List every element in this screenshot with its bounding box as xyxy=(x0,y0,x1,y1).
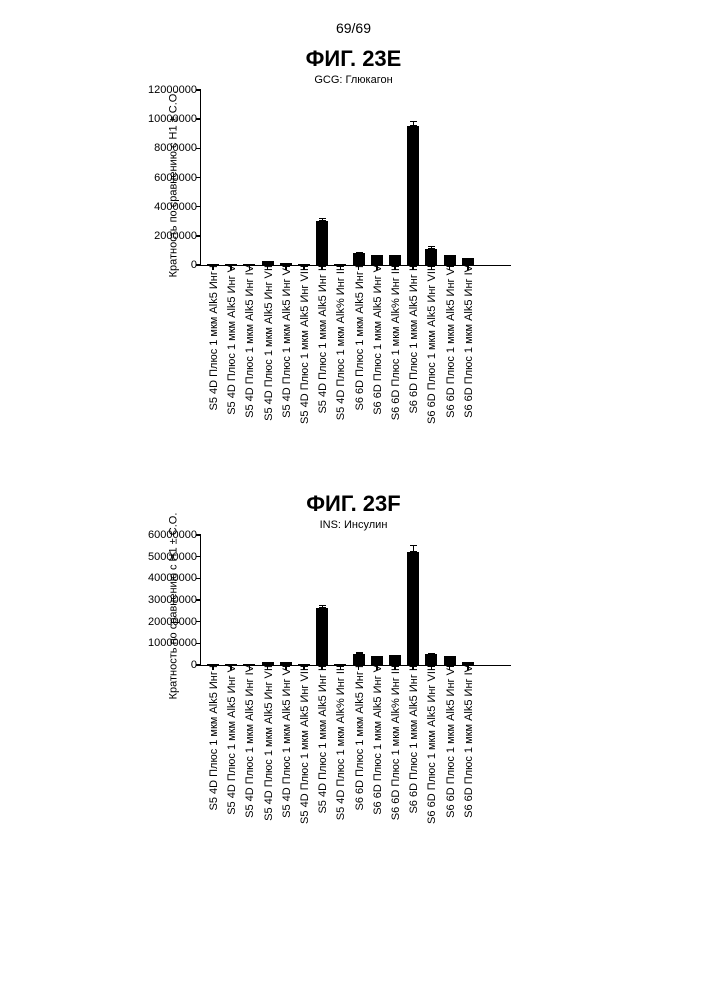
ytick-label: 0 xyxy=(191,259,201,271)
xtick-label: S6 6D Плюс 1 мкм Alk5 Инг VIII xyxy=(424,265,438,424)
xtick-label: S5 4D Плюс 1 мкм Alk5 Инг I xyxy=(206,665,220,811)
error-bar xyxy=(413,121,414,127)
xtick-label: S6 6D Плюс 1 мкм Alk5 Инг I xyxy=(352,665,366,811)
xtick-label: S5 4D Плюс 1 мкм Alk5 Инг VII xyxy=(261,665,275,821)
chart-e-plot: 0200000040000006000000800000010000000120… xyxy=(200,90,511,266)
chart-f-block: ФИГ. 23F INS: Инсулин Кратность по сравн… xyxy=(0,491,707,666)
ytick-label: 6000000 xyxy=(154,172,201,184)
xtick-label: S5 4D Плюс 1 мкм Alk5 Инг I xyxy=(206,265,220,411)
page-number: 69/69 xyxy=(0,0,707,36)
ytick-label: 10000000 xyxy=(148,113,201,125)
xtick-label: S6 6D Плюс 1 мкм Alk5 Инг V xyxy=(370,665,384,815)
bar xyxy=(444,255,456,265)
bar xyxy=(353,654,365,665)
bar xyxy=(389,255,401,265)
xtick-label: S6 6D Плюс 1 мкм Alk5 Инг IV xyxy=(461,265,475,418)
xtick-label: S5 4D Плюс 1 мкм Alk5 Инг VIII xyxy=(297,665,311,824)
xtick-label: S6 6D Плюс 1 мкм Alk5 Инг I xyxy=(352,265,366,411)
xtick-label: S6 6D Плюс 1 мкм Alk5 Инг II xyxy=(406,265,420,414)
chart-e-subtitle: GCG: Глюкагон xyxy=(0,74,707,86)
xtick-label: S5 4D Плюс 1 мкм Alk% Инг III xyxy=(333,265,347,420)
xtick-label: S5 4D Плюс 1 мкм Alk5 Инг VIII xyxy=(297,265,311,424)
xtick-label: S5 4D Плюс 1 мкм Alk5 Инг II xyxy=(315,665,329,814)
xtick-label: S5 4D Плюс 1 мкм Alk5 Инг IV xyxy=(242,665,256,818)
bar xyxy=(425,249,437,265)
ytick-label: 12000000 xyxy=(148,84,201,96)
error-bar xyxy=(431,246,432,249)
xtick-label: S5 4D Плюс 1 мкм Alk5 Инг VI xyxy=(279,665,293,818)
bar xyxy=(444,656,456,665)
ytick-label: 20000000 xyxy=(148,616,201,628)
error-bar xyxy=(322,218,323,221)
error-bar xyxy=(359,252,360,253)
xtick-label: S5 4D Плюс 1 мкм Alk5 Инг II xyxy=(315,265,329,414)
ytick-label: 4000000 xyxy=(154,201,201,213)
ytick-label: 10000000 xyxy=(148,637,201,649)
bar xyxy=(371,255,383,265)
bar xyxy=(407,552,419,665)
xtick-label: S5 4D Плюс 1 мкм Alk5 Инг IV xyxy=(242,265,256,418)
chart-e-container: Кратность по сравнению с H1 ± С.О. 02000… xyxy=(200,90,707,266)
bar xyxy=(425,654,437,665)
ytick-label: 30000000 xyxy=(148,594,201,606)
chart-e-block: ФИГ. 23E GCG: Глюкагон Кратность по срав… xyxy=(0,46,707,266)
chart-f-container: Кратность по сравнению с H1 ± С.О. 01000… xyxy=(200,535,707,666)
bar xyxy=(407,126,419,265)
ytick-label: 50000000 xyxy=(148,551,201,563)
xtick-label: S5 4D Плюс 1 мкм Alk5 Инг V xyxy=(224,665,238,815)
ytick-label: 8000000 xyxy=(154,142,201,154)
xtick-label: S6 6D Плюс 1 мкм Alk% Инг III xyxy=(388,265,402,420)
xtick-label: S6 6D Плюс 1 мкм Alk5 Инг VI xyxy=(443,265,457,418)
ytick-label: 40000000 xyxy=(148,572,201,584)
xtick-label: S5 4D Плюс 1 мкм Alk% Инг III xyxy=(333,665,347,820)
error-bar xyxy=(322,605,323,607)
chart-f-subtitle: INS: Инсулин xyxy=(0,519,707,531)
xtick-label: S6 6D Плюс 1 мкм Alk5 Инг V xyxy=(370,265,384,415)
chart-e-title: ФИГ. 23E xyxy=(0,46,707,72)
error-bar xyxy=(431,653,432,654)
xtick-label: S6 6D Плюс 1 мкм Alk% Инг III xyxy=(388,665,402,820)
bar xyxy=(371,656,383,665)
xtick-label: S6 6D Плюс 1 мкм Alk5 Инг VIII xyxy=(424,665,438,824)
error-bar xyxy=(413,545,414,553)
bar xyxy=(316,221,328,265)
error-bar xyxy=(359,652,360,654)
chart-f-title: ФИГ. 23F xyxy=(0,491,707,517)
ytick-label: 2000000 xyxy=(154,230,201,242)
xtick-label: S6 6D Плюс 1 мкм Alk5 Инг VI xyxy=(443,665,457,818)
ytick-label: 60000000 xyxy=(148,529,201,541)
xtick-label: S6 6D Плюс 1 мкм Alk5 Инг II xyxy=(406,665,420,814)
ytick-label: 0 xyxy=(191,659,201,671)
bar xyxy=(389,655,401,665)
xtick-label: S6 6D Плюс 1 мкм Alk5 Инг IV xyxy=(461,665,475,818)
xtick-label: S5 4D Плюс 1 мкм Alk5 Инг VI xyxy=(279,265,293,418)
chart-f-plot: 0100000002000000030000000400000005000000… xyxy=(200,535,511,666)
bar xyxy=(316,608,328,665)
bar xyxy=(353,253,365,265)
xtick-label: S5 4D Плюс 1 мкм Alk5 Инг V xyxy=(224,265,238,415)
xtick-label: S5 4D Плюс 1 мкм Alk5 Инг VII xyxy=(261,265,275,421)
